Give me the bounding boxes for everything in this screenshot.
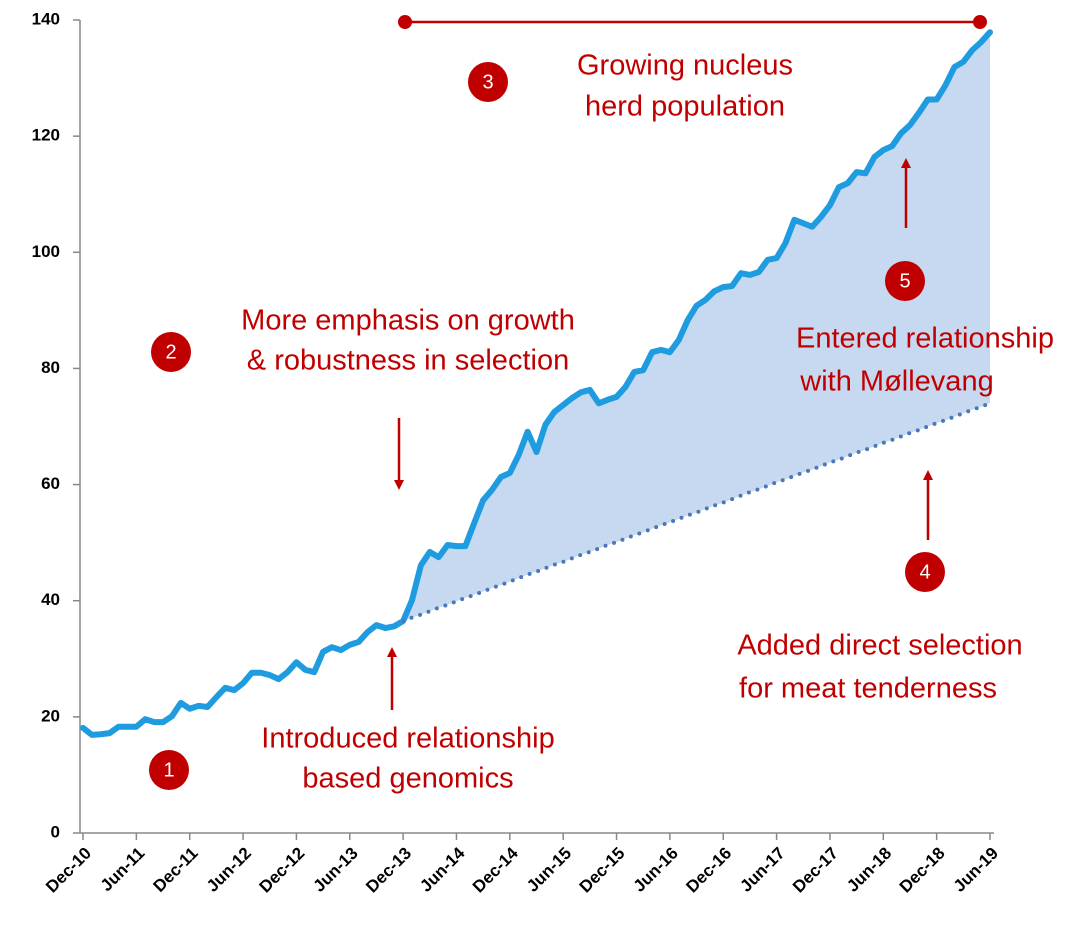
x-tick-label: Jun-12 <box>203 844 255 896</box>
y-tick-label: 60 <box>41 474 60 493</box>
y-tick-label: 140 <box>32 9 60 28</box>
x-tick-label: Dec-12 <box>256 844 309 897</box>
annotation-number: 3 <box>482 71 493 93</box>
x-tick-label: Jun-16 <box>630 844 682 896</box>
x-tick-label: Jun-13 <box>310 844 362 896</box>
annotation-badge <box>149 750 189 790</box>
y-tick-label: 0 <box>51 822 60 841</box>
annotation-number: 4 <box>919 561 930 583</box>
annotation-number: 1 <box>163 759 174 781</box>
x-tick-label: Jun-15 <box>523 844 575 896</box>
x-tick-label: Jun-17 <box>736 844 788 896</box>
x-tick-label: Dec-16 <box>682 844 735 897</box>
y-tick-label: 120 <box>32 126 60 145</box>
x-tick-label: Dec-10 <box>42 844 95 897</box>
x-tick-label: Jun-19 <box>950 844 1002 896</box>
annotation-text: Added direct selection <box>737 630 1022 662</box>
annotation-badge <box>151 332 191 372</box>
x-tick-label: Jun-11 <box>97 844 149 896</box>
y-tick-label: 100 <box>32 242 60 261</box>
annotation-badge <box>885 261 925 301</box>
annotation-text: for meat tenderness <box>739 673 997 705</box>
data-line <box>80 29 993 738</box>
annotation-text: More emphasis on growth <box>241 305 575 337</box>
annotation-text: Introduced relationship <box>261 723 554 755</box>
annotation-number: 2 <box>165 341 176 363</box>
annotation-badge <box>468 62 508 102</box>
annotation-number: 5 <box>899 270 910 292</box>
x-tick-label: Dec-14 <box>469 843 522 896</box>
range-end <box>398 15 412 29</box>
x-tick-label: Jun-18 <box>843 844 895 896</box>
y-tick-label: 80 <box>41 358 60 377</box>
x-tick-label: Jun-14 <box>416 843 469 896</box>
x-tick-label: Dec-11 <box>150 844 202 896</box>
annotation-text: with Møllevang <box>799 366 993 398</box>
x-tick-label: Dec-13 <box>362 844 415 897</box>
x-tick-label: Dec-15 <box>576 844 629 897</box>
x-tick-label: Dec-17 <box>789 844 842 897</box>
annotation-text: Growing nucleus <box>577 50 793 82</box>
y-tick-label: 20 <box>41 706 60 725</box>
annotation-text: herd population <box>585 91 785 123</box>
annotation-text: & robustness in selection <box>247 345 569 377</box>
annotation-badge <box>905 552 945 592</box>
annotation-text: Entered relationship <box>796 323 1054 355</box>
gap-area <box>403 32 990 622</box>
annotation-text: based genomics <box>302 763 513 795</box>
x-tick-label: Dec-18 <box>896 844 949 897</box>
y-tick-label: 40 <box>41 590 60 609</box>
range-end <box>973 15 987 29</box>
trend-line <box>401 401 992 624</box>
